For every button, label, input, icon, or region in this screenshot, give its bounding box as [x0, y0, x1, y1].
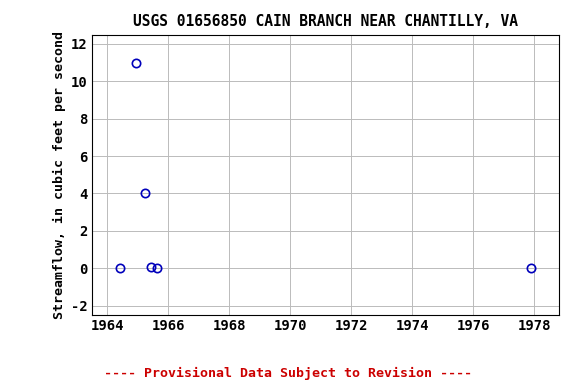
Text: ---- Provisional Data Subject to Revision ----: ---- Provisional Data Subject to Revisio…: [104, 367, 472, 380]
Title: USGS 01656850 CAIN BRANCH NEAR CHANTILLY, VA: USGS 01656850 CAIN BRANCH NEAR CHANTILLY…: [133, 14, 518, 29]
Y-axis label: Streamflow, in cubic feet per second: Streamflow, in cubic feet per second: [52, 31, 66, 319]
